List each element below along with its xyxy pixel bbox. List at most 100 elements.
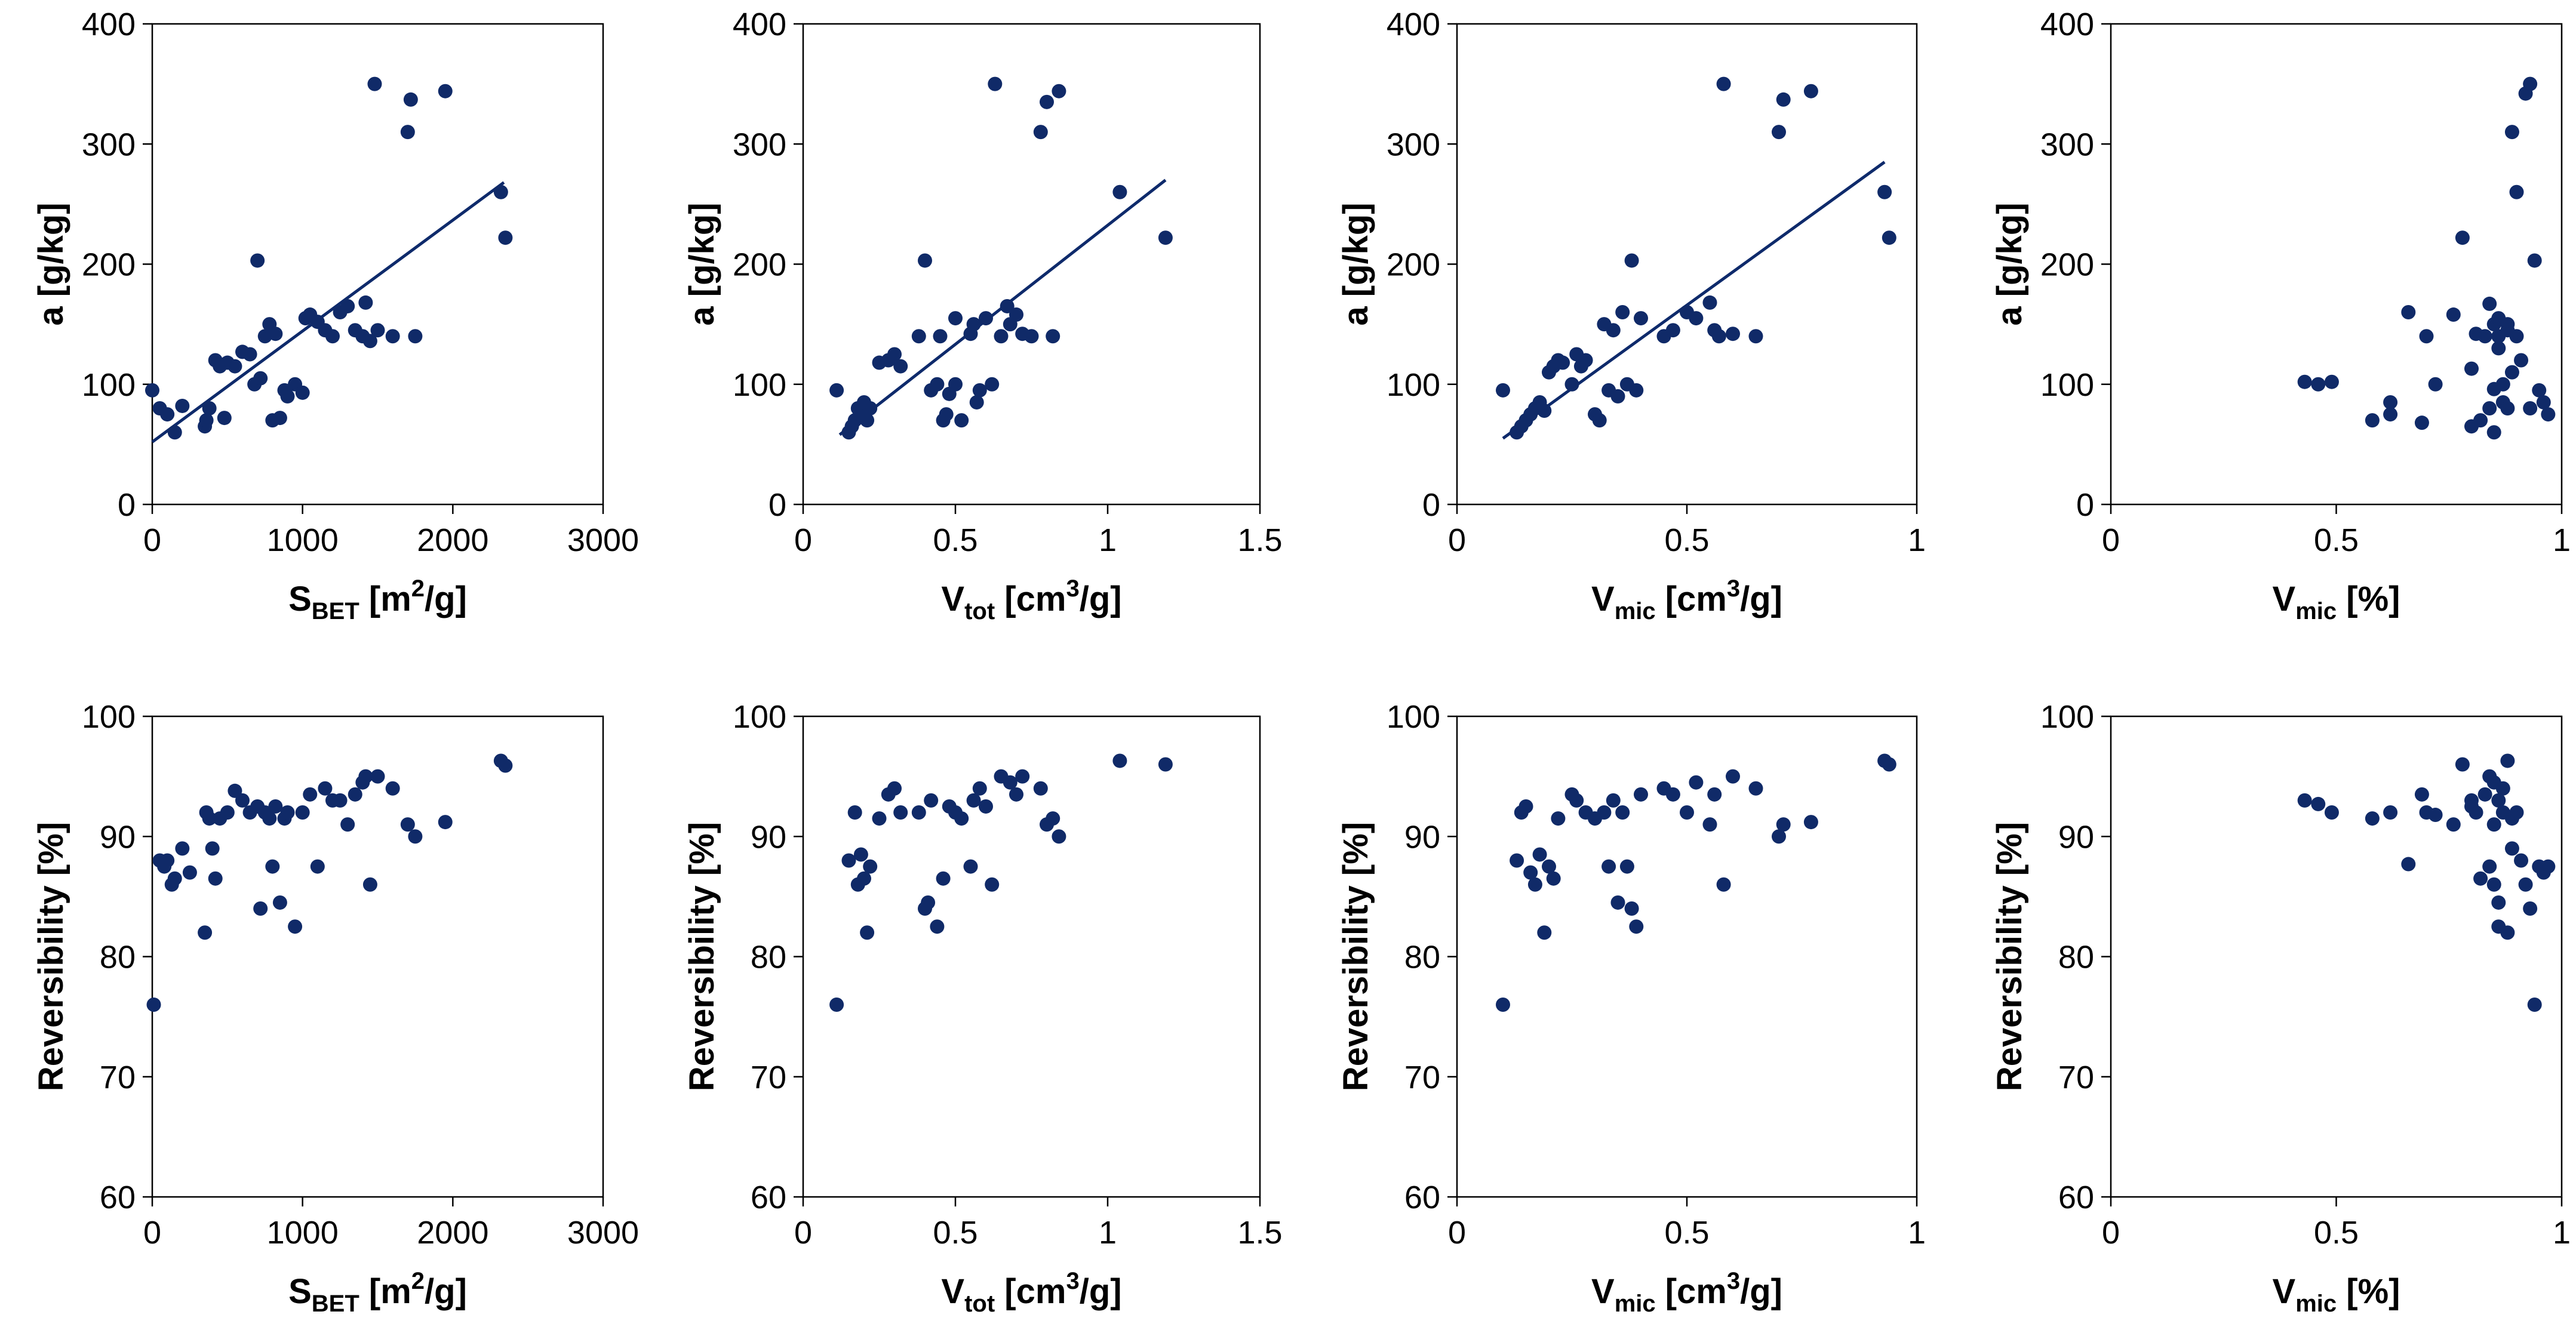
data-point	[1597, 805, 1612, 820]
y-tick-label: 200	[2040, 247, 2094, 283]
data-point	[1592, 413, 1607, 428]
data-point	[893, 805, 908, 820]
data-point	[1046, 811, 1060, 826]
data-point	[2383, 805, 2398, 820]
x-tick-label: 0	[794, 522, 812, 558]
data-point	[340, 817, 355, 832]
x-tick-label: 1000	[267, 1215, 339, 1251]
chart-panel-1: 0 100 200 300 400 0 1000 2000 3000 a [g/kg] SBET […	[32, 7, 639, 624]
plot-frame	[1456, 715, 1918, 1198]
data-point	[985, 877, 1000, 892]
data-point	[963, 859, 978, 874]
data-point	[1564, 377, 1579, 392]
y-axis-label: a [g/kg]	[1990, 202, 2029, 325]
x-tick-label: 1	[1908, 522, 1926, 558]
data-point	[2486, 425, 2501, 440]
data-point	[1112, 753, 1127, 768]
data-point	[362, 877, 377, 892]
data-point	[1537, 925, 1552, 940]
data-point	[2455, 230, 2470, 245]
y-axis-label: Reversibility [%]	[1336, 822, 1375, 1091]
x-tick-label: 0.5	[1664, 1215, 1709, 1251]
data-point	[348, 787, 362, 802]
data-point	[966, 317, 981, 332]
y-tick-label: 80	[2058, 940, 2094, 975]
data-point	[1748, 781, 1763, 796]
y-tick-label: 400	[2040, 7, 2094, 42]
data-point	[2446, 817, 2461, 832]
data-point	[1606, 323, 1621, 338]
data-point	[1112, 184, 1127, 199]
data-point	[182, 865, 197, 880]
data-point	[1665, 787, 1680, 802]
x-axis-label: Vtot [cm3/g]	[941, 575, 1121, 624]
data-point	[493, 184, 508, 199]
x-axis-label: Vmic [cm3/g]	[1591, 575, 1782, 624]
data-point	[1569, 793, 1584, 808]
data-point	[280, 805, 295, 820]
data-point	[1680, 805, 1694, 820]
y-tick-label: 80	[1404, 940, 1440, 975]
data-point	[1665, 323, 1680, 338]
y-axis-label: Reversibility [%]	[683, 822, 721, 1091]
data-point	[2541, 407, 2556, 422]
y-tick-label: 70	[2058, 1060, 2094, 1095]
data-point	[2311, 377, 2326, 392]
data-point	[408, 329, 423, 344]
y-axis-label: Reversibility [%]	[32, 822, 70, 1091]
x-tick-label: 0.5	[933, 1215, 977, 1251]
data-point	[924, 793, 939, 808]
data-point	[310, 859, 325, 874]
data-point	[175, 398, 190, 413]
data-point	[146, 998, 161, 1012]
data-point	[2365, 413, 2380, 428]
data-point	[1015, 769, 1030, 784]
chart-panel-3: 0 100 200 300 400 0 0.5 1 a [g/kg] Vmic [cm3/g]	[1336, 7, 1926, 624]
data-point	[217, 411, 232, 426]
data-point	[268, 327, 283, 341]
data-point	[1711, 329, 1726, 344]
data-point	[370, 769, 385, 784]
data-point	[972, 383, 987, 398]
data-point	[280, 389, 295, 404]
data-point	[841, 853, 856, 868]
data-point	[2486, 817, 2501, 832]
data-point	[1634, 311, 1648, 326]
y-tick-label: 80	[751, 940, 786, 975]
data-point	[1532, 847, 1547, 862]
data-point	[860, 413, 875, 428]
data-point	[1726, 769, 1740, 784]
y-tick-label: 400	[733, 7, 786, 42]
data-point	[1615, 805, 1630, 820]
data-point	[2523, 901, 2538, 916]
data-point	[1624, 253, 1639, 268]
data-point	[954, 811, 969, 826]
data-point	[2527, 998, 2542, 1012]
data-point	[1024, 329, 1039, 344]
y-tick-label: 400	[1387, 7, 1440, 42]
data-point	[829, 383, 844, 398]
data-point	[228, 359, 242, 374]
data-point	[829, 998, 844, 1012]
y-tick-label: 90	[100, 819, 136, 855]
y-tick-label: 100	[82, 699, 136, 735]
y-axis-label: Reversibility [%]	[1990, 822, 2029, 1091]
data-point	[202, 811, 217, 826]
data-point	[2297, 793, 2312, 808]
chart-panel-7: 60 70 80 90 100 0 0.5 1 Reversibility [%] Vmic [c…	[1336, 699, 1926, 1317]
data-point	[272, 895, 287, 910]
x-tick-label: 2000	[417, 1215, 488, 1251]
data-point	[1496, 383, 1510, 398]
data-point	[887, 347, 902, 362]
x-tick-label: 1	[1099, 522, 1117, 558]
x-tick-label: 3000	[567, 522, 639, 558]
chart-panel-6: 60 70 80 90 100 0 0.5 1 1.5 Reversibility [%] Vtot…	[683, 699, 1283, 1317]
data-point	[2500, 753, 2515, 768]
data-point	[2486, 877, 2501, 892]
y-tick-label: 300	[1387, 127, 1440, 162]
x-tick-label: 2000	[417, 522, 488, 558]
data-point	[863, 401, 878, 415]
data-point	[2523, 401, 2538, 415]
data-point	[325, 329, 340, 344]
data-point	[1716, 76, 1731, 91]
